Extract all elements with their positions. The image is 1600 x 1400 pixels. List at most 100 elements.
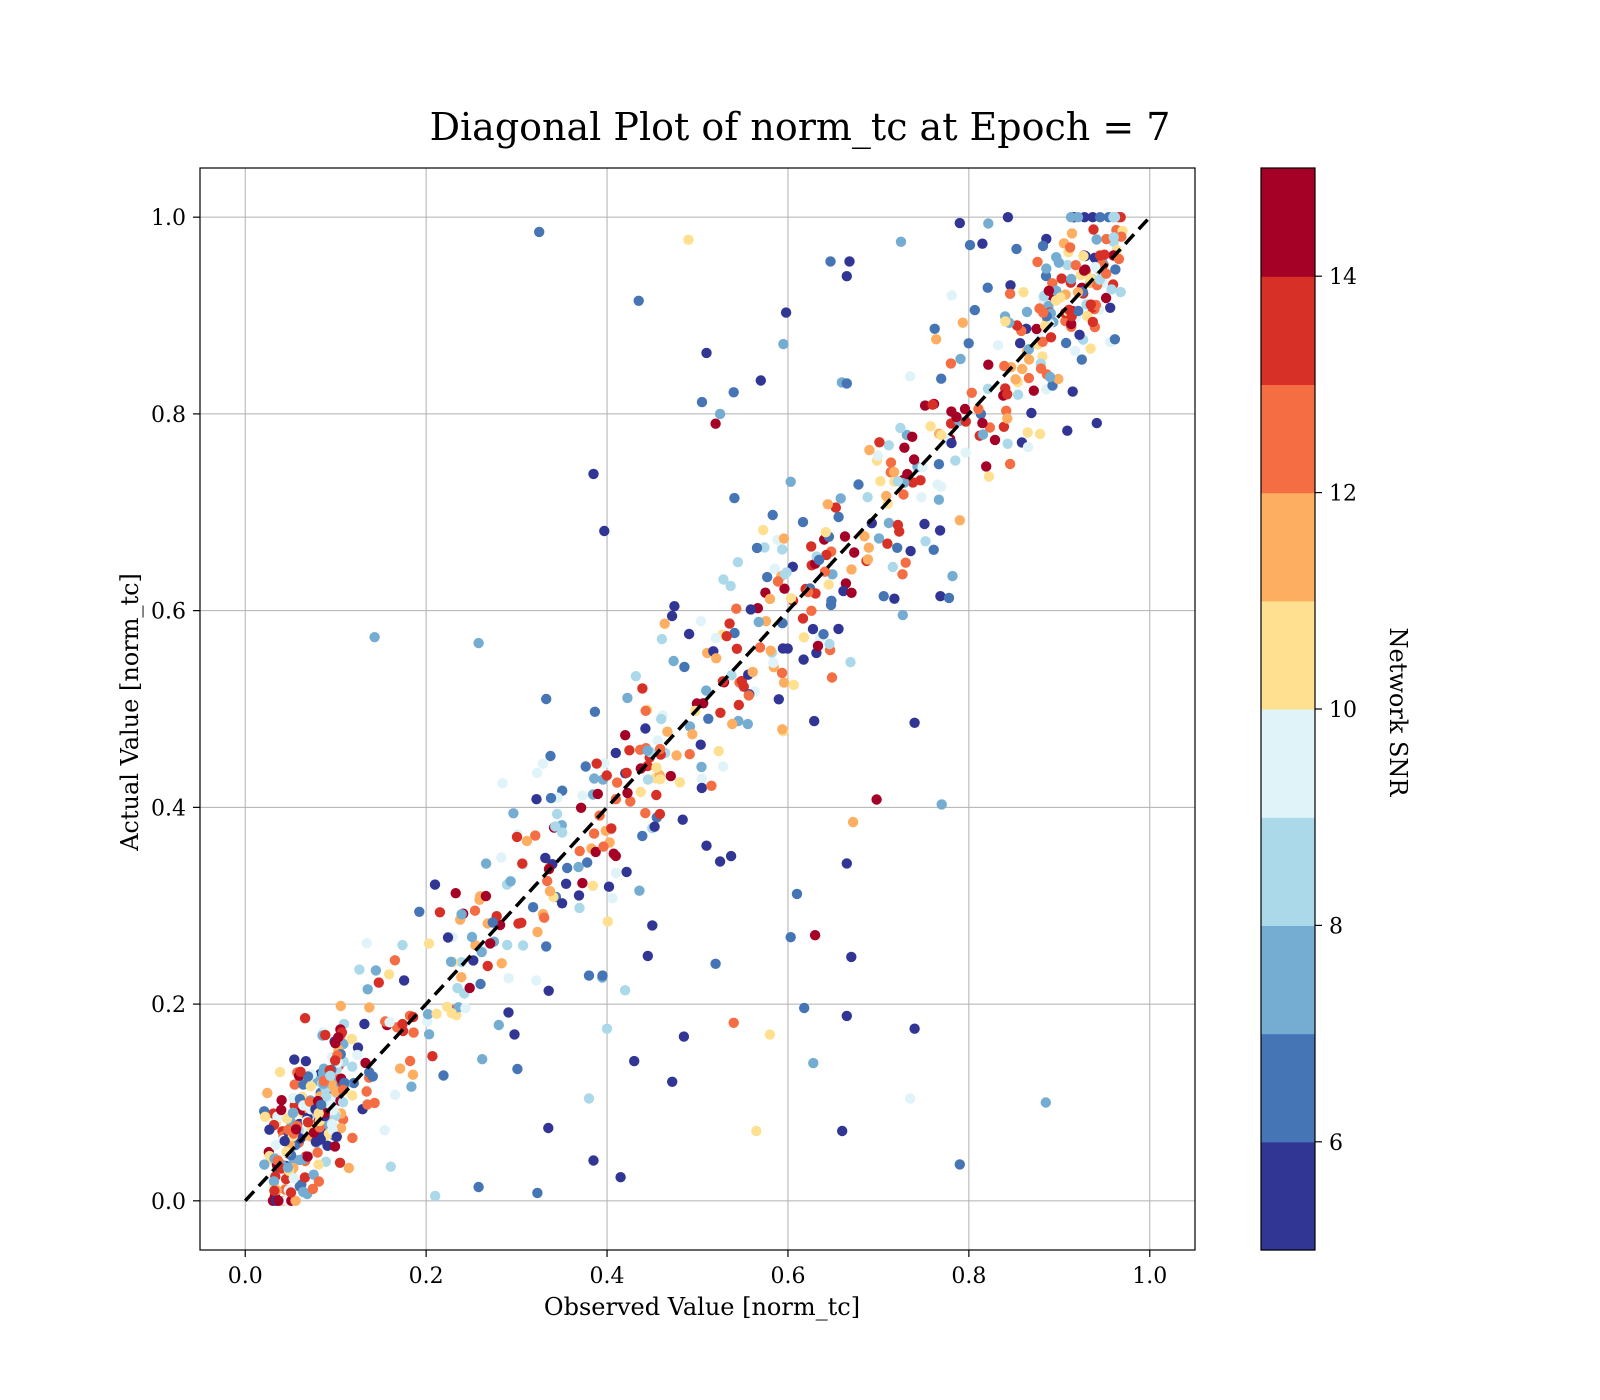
scatter-point [785, 593, 797, 604]
scatter-point [797, 516, 809, 528]
scatter-point [977, 238, 988, 249]
scatter-point [758, 524, 769, 536]
scatter-point [764, 593, 776, 605]
scatter-point [330, 1086, 341, 1097]
scatter-point [1055, 292, 1066, 303]
scatter-point [684, 749, 695, 760]
scatter-point [1110, 264, 1121, 275]
scatter-point [846, 951, 857, 963]
scatter-point [977, 417, 988, 429]
scatter-point [1105, 302, 1116, 313]
scatter-point [889, 593, 900, 604]
scatter-point [1037, 240, 1049, 252]
y-tick-label: 1.0 [151, 206, 186, 231]
scatter-point [573, 890, 585, 901]
scatter-point [762, 571, 773, 583]
scatter-point [900, 557, 911, 568]
scatter-point [726, 670, 737, 681]
scatter-point [557, 827, 568, 838]
scatter-point [517, 940, 529, 951]
scatter-point [897, 569, 908, 580]
scatter-point [933, 494, 945, 505]
scatter-point [335, 1000, 346, 1012]
scatter-point [497, 778, 508, 789]
colorbar-segment [1261, 1141, 1315, 1251]
scatter-point [799, 1002, 810, 1014]
scatter-point [276, 1095, 287, 1106]
scatter-point [822, 499, 833, 510]
scatter-point [603, 881, 615, 892]
colorbar-ticks: 6 8 10 12 14 [1315, 265, 1357, 1156]
scatter-point [875, 476, 886, 487]
scatter-point [577, 877, 588, 889]
scatter-point [273, 1195, 284, 1207]
scatter-point [262, 1087, 273, 1099]
scatter-point [729, 492, 740, 504]
scatter-point [1010, 374, 1021, 385]
scatter-point [710, 632, 722, 644]
scatter-point [429, 879, 441, 890]
scatter-point [521, 835, 533, 847]
scatter-point [384, 1017, 395, 1028]
scatter-point [302, 1151, 313, 1162]
scatter-point [769, 563, 780, 574]
scatter-point [574, 845, 585, 857]
scatter-point [1040, 270, 1052, 282]
scatter-point [999, 360, 1010, 372]
scatter-point [651, 762, 662, 773]
scatter-point [713, 745, 724, 757]
scatter-point [1002, 438, 1013, 449]
scatter-point [456, 909, 467, 920]
scatter-point [619, 985, 631, 996]
scatter-point [977, 429, 989, 440]
scatter-point [1063, 304, 1075, 315]
scatter-point [446, 1008, 457, 1019]
scatter-point [620, 730, 631, 741]
scatter-point [745, 604, 756, 615]
scatter-point [778, 677, 790, 688]
x-tick-label: 1.0 [1132, 1264, 1167, 1289]
scatter-point [591, 758, 602, 769]
scatter-point [543, 985, 554, 996]
scatter-point [473, 1181, 484, 1193]
scatter-point [718, 574, 729, 585]
scatter-point [863, 542, 874, 553]
scatter-point [527, 902, 539, 913]
x-tick-label: 0.2 [409, 1264, 444, 1289]
colorbar-segment [1261, 276, 1315, 385]
scatter-point [302, 1117, 314, 1128]
scatter-point [326, 1119, 338, 1130]
scatter-point [423, 938, 435, 949]
scatter-point [601, 1023, 613, 1034]
scatter-point [1023, 354, 1035, 365]
scatter-point [731, 643, 743, 654]
scatter-point [290, 1195, 301, 1207]
scatter-point [276, 1104, 287, 1116]
scatter-point [701, 347, 712, 359]
scatter-point [592, 788, 603, 800]
scatter-point [285, 1187, 297, 1198]
scatter-point [747, 666, 758, 678]
scatter-point [280, 1173, 292, 1185]
scatter-point [516, 917, 527, 928]
scatter-point [1080, 264, 1091, 275]
scatter-point [833, 511, 844, 523]
scatter-point [656, 633, 668, 645]
scatter-point [642, 950, 653, 962]
scatter-point [406, 1081, 417, 1092]
scatter-point [534, 226, 545, 238]
scatter-point [289, 1079, 300, 1090]
scatter-point [313, 1159, 324, 1170]
scatter-point [954, 217, 965, 229]
colorbar-tick-label: 14 [1329, 265, 1357, 290]
scatter-point [300, 1056, 312, 1067]
scatter-point [511, 831, 523, 843]
colorbar-segments [1261, 168, 1315, 1251]
scatter-point [773, 694, 784, 705]
scatter-point [476, 946, 487, 958]
scatter-point [883, 440, 894, 451]
scatter-point [607, 893, 618, 904]
scatter-point [427, 1051, 438, 1062]
scatter-point [806, 541, 817, 552]
scatter-point [862, 492, 873, 503]
